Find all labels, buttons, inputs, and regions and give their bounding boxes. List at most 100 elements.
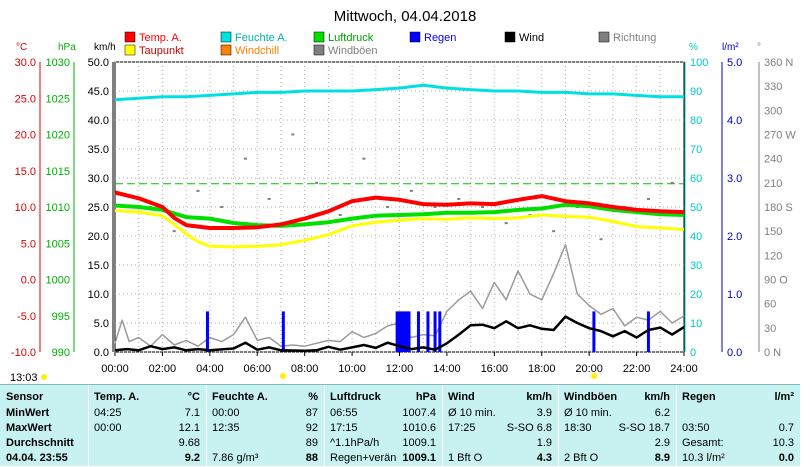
y-tick-label: 0.0 xyxy=(727,347,742,359)
y-tick-label: 4.0 xyxy=(727,115,742,127)
legend-swatch xyxy=(124,44,136,56)
stat-column: Windböen km/h Ø 10 min. 6.2 18:30 S-SO 18.7 2.… xyxy=(558,385,677,466)
x-tick-label: 08:00 xyxy=(291,363,319,375)
stat-value: 1.9 xyxy=(536,437,552,449)
legend-swatch xyxy=(504,31,516,43)
rain-bar xyxy=(398,311,401,352)
direction-point xyxy=(196,189,200,192)
x-tick-label: 00:00 xyxy=(101,363,129,375)
x-tick-label: 18:00 xyxy=(528,363,556,375)
legend-label: Luftdruck xyxy=(328,32,374,44)
sunrise-marker xyxy=(280,373,286,379)
y-tick-label: 40 xyxy=(690,231,702,243)
y-tick-label: 1010 xyxy=(46,202,70,214)
y-tick-label: 10.0 xyxy=(15,202,36,214)
stat-value: S-SO 18.7 xyxy=(618,422,670,434)
series-feuchte-a- xyxy=(114,83,684,102)
legend-swatch xyxy=(220,31,232,43)
x-tick-label: 24:00 xyxy=(670,363,698,375)
direction-point xyxy=(409,189,413,192)
legend-label: Wind xyxy=(519,32,544,44)
x-tick-label: 20:00 xyxy=(575,363,603,375)
stat-header: Regen xyxy=(682,391,716,403)
y-tick-label: 60 xyxy=(764,299,776,311)
y-tick-label: 10.0 xyxy=(88,289,109,301)
y-tick-label: 180 S xyxy=(764,202,793,214)
y-tick-label: 0.0 xyxy=(94,347,109,359)
y-tick-label: 10 xyxy=(690,318,702,330)
stat-value: 1009.1 xyxy=(402,437,436,449)
series-temp-a- xyxy=(114,190,685,230)
legend-swatch xyxy=(220,44,232,56)
axis-header-pressure: hPa xyxy=(58,42,76,53)
axis-header-wind: km/h xyxy=(94,42,116,53)
direction-point xyxy=(243,157,247,160)
stat-column: Wind km/h Ø 10 min. 3.9 17:25 S-SO 6.8 1.9 1 Bf… xyxy=(442,385,559,466)
stat-header: Sensor xyxy=(6,391,44,403)
stat-time: 12:35 xyxy=(212,422,240,434)
axis-headers: °C hPa km/h% l/m² ° xyxy=(16,42,761,53)
y-tick-label: 1025 xyxy=(46,93,70,105)
y-tick-label: -5.0 xyxy=(17,311,36,323)
weather-chart: Mittwoch, 04.04.2018 Temp. A. Feuchte A. L… xyxy=(10,8,796,384)
direction-point xyxy=(646,197,650,200)
stat-time: 17:15 xyxy=(330,422,358,434)
stat-header: Windböen xyxy=(564,391,618,403)
y-tick-label: 210 xyxy=(764,178,782,190)
legend-label: Feuchte A. xyxy=(235,32,288,44)
stat-value: 10.3 xyxy=(772,437,794,449)
axis-header-temp: °C xyxy=(16,42,27,53)
y-tick-label: 90 xyxy=(690,86,702,98)
stat-header: Wind xyxy=(448,391,475,403)
stat-value: 3.9 xyxy=(536,407,552,419)
y-tick-label: 25.0 xyxy=(88,202,109,214)
y-tick-label: 1000 xyxy=(46,275,70,287)
stat-value: 1010.6 xyxy=(402,422,436,434)
stat-unit: hPa xyxy=(415,391,436,403)
stat-column: Regen l/m² 03:50 0.7 Gesamt: 10.3 10.3 l/m² 0.0 xyxy=(676,385,801,466)
stat-time: 2 Bft O xyxy=(564,452,599,464)
x-tick-label: 10:00 xyxy=(338,363,366,375)
direction-point xyxy=(480,206,484,208)
legend: Temp. A. Feuchte A. Luftdruck Regen Wind Rich… xyxy=(124,31,656,57)
stat-time: 10.3 l/m² xyxy=(682,452,725,464)
direction-point xyxy=(457,197,461,200)
y-tick-label: 40.0 xyxy=(88,115,109,127)
y-tick-label: 990 xyxy=(52,347,70,359)
y-tick-label: 30.0 xyxy=(15,57,36,69)
stat-row-label: MaxWert xyxy=(6,422,52,434)
y-tick-label: 1030 xyxy=(46,57,70,69)
legend-swatch xyxy=(313,31,325,43)
stat-time: 1 Bft O xyxy=(448,452,483,464)
stat-time: Ø 10 min. xyxy=(448,407,496,419)
y-axes: 30.025.020.015.010.05.00.0-5.0-10.010301… xyxy=(11,57,796,359)
x-tick-label: 14:00 xyxy=(433,363,461,375)
direction-point xyxy=(386,206,390,208)
status-time: 13:03 xyxy=(10,372,38,384)
stat-value: 1009.1 xyxy=(402,452,436,464)
y-tick-label: 3.0 xyxy=(727,173,742,185)
direction-point xyxy=(338,214,342,217)
stat-value: 9.68 xyxy=(178,437,200,449)
stat-time: 18:30 xyxy=(564,422,592,434)
series-wind xyxy=(114,315,685,353)
stat-value: 7.1 xyxy=(184,407,200,419)
direction-point xyxy=(433,206,437,208)
y-tick-label: 0 xyxy=(690,347,696,359)
legend-label: Taupunkt xyxy=(139,45,184,57)
y-tick-label: 240 xyxy=(764,154,782,166)
rain-bar xyxy=(426,311,430,352)
rain-bar xyxy=(281,311,285,352)
legend-swatch xyxy=(409,31,421,43)
stat-header: Temp. A. xyxy=(94,391,140,403)
rain-bar xyxy=(402,311,406,352)
y-tick-label: 360 N xyxy=(764,57,793,69)
y-tick-label: 80 xyxy=(690,115,702,127)
y-tick-label: 90 O xyxy=(764,275,788,287)
stat-row-label: MinWert xyxy=(6,407,50,419)
y-tick-label: 20.0 xyxy=(15,130,36,142)
stat-column: Sensor MinWert MaxWert Durchschnitt 04.04. 2… xyxy=(0,385,89,466)
stat-unit: l/m² xyxy=(774,391,794,403)
rain-bar xyxy=(405,311,409,352)
stat-value: 1007.4 xyxy=(402,407,436,419)
